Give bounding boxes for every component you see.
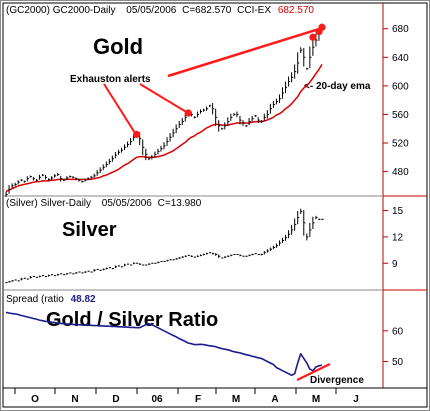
gold-header-last: 682.570 [278,5,315,16]
gold-tick-label: 640 [392,53,409,64]
alert-arrow-right [167,28,319,78]
gold-tick-label: 680 [392,24,409,35]
inner-frame [2,2,428,408]
divergence-label: Divergence [310,375,364,386]
alert-arrow-left [103,83,136,133]
ratio-header: Spread (ratio 48.82 [6,294,96,305]
gold-tick-label: 600 [392,81,409,92]
silver-tick-label: 15 [392,206,404,217]
month-label: J [353,394,359,405]
exhaustion-alerts-label: Exhauston alerts [70,74,151,85]
month-label: F [195,394,201,405]
silver-header-symbol: (Silver) [6,198,38,209]
month-label: M [232,394,240,405]
silver-price-bars [5,208,324,284]
exhaustion-alert-dot [309,33,317,41]
ratio-tick-label: 60 [392,326,404,337]
gold-header-symbol: (GC2000) [6,5,50,16]
gold-price-bars [5,23,324,197]
gold-tick-label: 520 [392,139,409,150]
gold-tick-label: 560 [392,110,409,121]
exhaustion-alert-dot [133,130,141,139]
gold-header-date: 05/05/2006 [126,5,176,16]
gold-ema-line [5,64,323,193]
gold-header-indicator: CCI-EX [237,5,271,16]
ratio-line [5,311,323,377]
gold-tick-label: 480 [392,167,409,178]
silver-header-close: C=13.980 [158,198,202,209]
silver-tick-label: 9 [392,259,398,270]
gold-header: (GC2000) GC2000-Daily 05/05/2006 C=682.5… [6,5,314,16]
silver-tick-label: 12 [392,232,404,243]
ema-label: <- 20-day ema [304,81,371,92]
ratio-header-label: Spread (ratio [6,294,64,305]
month-label: N [71,394,78,405]
month-label: M [312,394,320,405]
exhaustion-alert-dot [184,109,192,117]
alert-arrow-middle [139,83,187,113]
ratio-header-value: 48.82 [71,294,96,305]
exhaustion-alert-dot [318,23,326,31]
silver-header-name: Silver-Daily [40,198,91,209]
silver-title: Silver [62,219,117,241]
plot-layer: 480 520 560 600 640 680 9 12 15 50 60 O N D 06 F M A M J [5,23,409,405]
month-label: D [112,394,119,405]
gold-title: Gold [93,34,143,59]
month-label: A [271,394,278,405]
silver-header: (Silver) Silver-Daily 05/05/2006 C=13.98… [6,198,202,209]
ratio-tick-label: 50 [392,357,404,368]
month-label: 06 [151,394,163,405]
divergence-line [296,363,331,381]
silver-header-date: 05/05/2006 [102,198,152,209]
gold-header-close: C=682.570 [182,5,232,16]
gold-header-name: GC2000-Daily [53,5,116,16]
month-label: O [31,394,39,405]
